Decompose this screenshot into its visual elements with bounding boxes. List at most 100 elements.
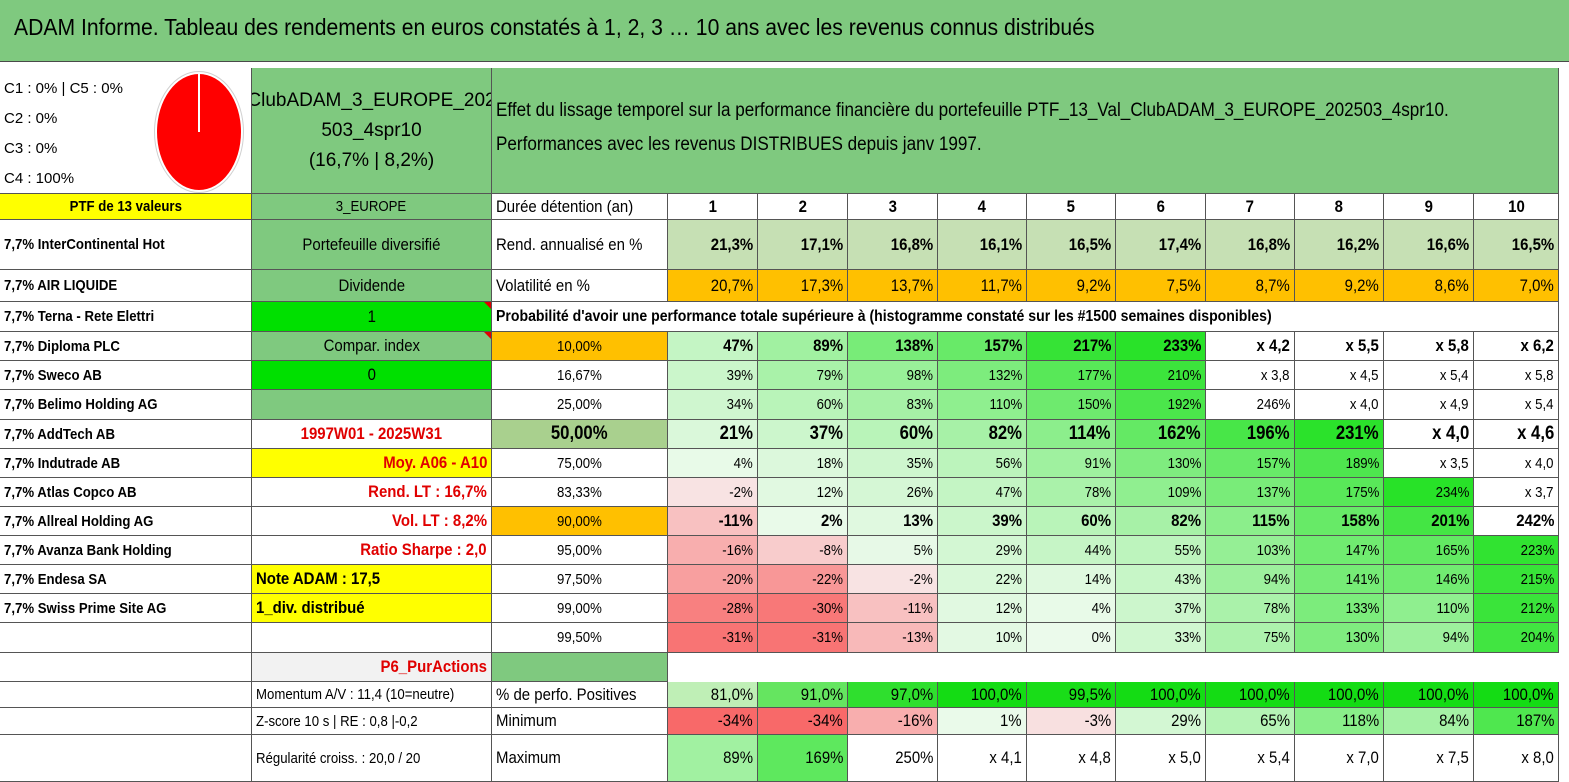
percentile-cell: 82% [1116, 507, 1206, 536]
minimum-cell: 65% [1206, 708, 1295, 735]
minimum-cell: -34% [668, 708, 758, 735]
return-cell: 21,3% [668, 220, 758, 270]
percentile-label: 97,50% [492, 565, 668, 594]
long-term-volatility: Vol. LT : 8,2% [252, 507, 492, 536]
minimum-cell: 29% [1116, 708, 1206, 735]
percentile-cell: -11% [848, 594, 938, 623]
percentile-cell: 242% [1474, 507, 1559, 536]
percentile-cell: 177% [1027, 361, 1116, 390]
percentile-cell: 33% [1116, 623, 1206, 653]
allocation-c4: C4 : 100% [4, 170, 75, 187]
positive-cell: 91,0% [758, 682, 848, 708]
effect-line1: Effet du lissage temporel sur la perform… [496, 100, 1449, 121]
portfolio-name: ClubADAM_3_EUROPE_202 503_4spr10 (16,7% … [252, 68, 492, 194]
percentile-cell: x 4,2 [1206, 332, 1295, 361]
return-cell: 16,8% [848, 220, 938, 270]
percentile-cell: 204% [1474, 623, 1559, 653]
positive-cell: 100,0% [1206, 682, 1295, 708]
return-cell: 16,6% [1384, 220, 1474, 270]
holding-row: 7,7% AddTech AB [0, 420, 252, 449]
percentile-cell: 56% [938, 449, 1027, 478]
percentile-cell: -11% [668, 507, 758, 536]
percentile-label: 16,67% [492, 361, 668, 390]
maximum-cell: x 5,0 [1116, 735, 1206, 782]
percentile-cell: 29% [938, 536, 1027, 565]
maximum-cell: 250% [848, 735, 938, 782]
holding-row: 7,7% InterContinental Hot [0, 220, 252, 270]
percentile-cell: 37% [758, 420, 848, 449]
percentile-cell: -31% [668, 623, 758, 653]
minimum-cell: 187% [1474, 708, 1559, 735]
year-header: 4 [938, 194, 1027, 220]
percentile-cell: 133% [1295, 594, 1384, 623]
percentile-label: 99,00% [492, 594, 668, 623]
maximum-cell: x 4,8 [1027, 735, 1116, 782]
volatility-cell: 11,7% [938, 270, 1027, 302]
percentile-cell: x 5,8 [1474, 361, 1559, 390]
percentile-cell: -8% [758, 536, 848, 565]
maximum-cell: 89% [668, 735, 758, 782]
percentile-cell: 158% [1295, 507, 1384, 536]
holding-row: 7,7% Belimo Holding AG [0, 390, 252, 420]
percentile-cell: 150% [1027, 390, 1116, 420]
portfolio-count: PTF de 13 valeurs [0, 194, 252, 220]
effect-line2: Performances avec les revenus DISTRIBUES… [496, 134, 982, 155]
volatility-cell: 9,2% [1027, 270, 1116, 302]
percentile-cell: 4% [668, 449, 758, 478]
percentile-cell: 192% [1116, 390, 1206, 420]
percentile-cell: -13% [848, 623, 938, 653]
percentile-cell: 114% [1027, 420, 1116, 449]
volatility-cell: 9,2% [1295, 270, 1384, 302]
diversified-label: Portefeuille diversifié [252, 220, 492, 270]
minimum-cell: 84% [1384, 708, 1474, 735]
year-header: 8 [1295, 194, 1384, 220]
percentile-cell: 35% [848, 449, 938, 478]
holding-row: 7,7% Swiss Prime Site AG [0, 594, 252, 623]
percentile-cell: 47% [668, 332, 758, 361]
percentile-cell: x 3,7 [1474, 478, 1559, 507]
percentile-cell: 231% [1295, 420, 1384, 449]
empty-cell [0, 653, 252, 682]
percentile-cell: x 4,6 [1474, 420, 1559, 449]
allocation-c2: C2 : 0% [4, 110, 58, 127]
percentile-cell: 21% [668, 420, 758, 449]
percentile-cell: 37% [1116, 594, 1206, 623]
volatility-cell: 8,6% [1384, 270, 1474, 302]
percentile-cell: 201% [1384, 507, 1474, 536]
percentile-cell: 196% [1206, 420, 1295, 449]
empty-cell [1474, 302, 1559, 332]
minimum-label: Minimum [492, 708, 668, 735]
allocation-pie-chart [155, 72, 243, 192]
duration-label: Durée détention (an) [492, 194, 668, 220]
percentile-cell: 22% [938, 565, 1027, 594]
probability-title: Probabilité d'avoir une performance tota… [492, 302, 1474, 332]
percentile-cell: 115% [1206, 507, 1295, 536]
percentile-cell: 147% [1295, 536, 1384, 565]
percentile-cell: 130% [1295, 623, 1384, 653]
return-cell: 16,1% [938, 220, 1027, 270]
holding-row: 7,7% AIR LIQUIDE [0, 270, 252, 302]
holding-row: 7,7% Indutrade AB [0, 449, 252, 478]
maximum-label: Maximum [492, 735, 668, 782]
spacer [0, 62, 1569, 68]
percentile-label: 90,00% [492, 507, 668, 536]
percentile-cell: 89% [758, 332, 848, 361]
percentile-cell: 43% [1116, 565, 1206, 594]
percentile-cell: 4% [1027, 594, 1116, 623]
empty-cell [0, 623, 252, 653]
compar-index-label: Compar. index [252, 332, 492, 361]
year-header: 9 [1384, 194, 1474, 220]
regularity-label: Régularité croiss. : 20,0 / 20 [252, 735, 492, 782]
percentile-cell: 94% [1384, 623, 1474, 653]
percentile-cell: 14% [1027, 565, 1116, 594]
percentile-label: 83,33% [492, 478, 668, 507]
report-title: ADAM Informe. Tableau des rendements en … [14, 14, 1095, 40]
percentile-cell: -30% [758, 594, 848, 623]
return-cell: 17,1% [758, 220, 848, 270]
percentile-cell: 34% [668, 390, 758, 420]
percentile-cell: 5% [848, 536, 938, 565]
dividend-value: 1 [252, 302, 492, 332]
maximum-cell: x 5,4 [1206, 735, 1295, 782]
minimum-cell: -3% [1027, 708, 1116, 735]
percentile-cell: 162% [1116, 420, 1206, 449]
